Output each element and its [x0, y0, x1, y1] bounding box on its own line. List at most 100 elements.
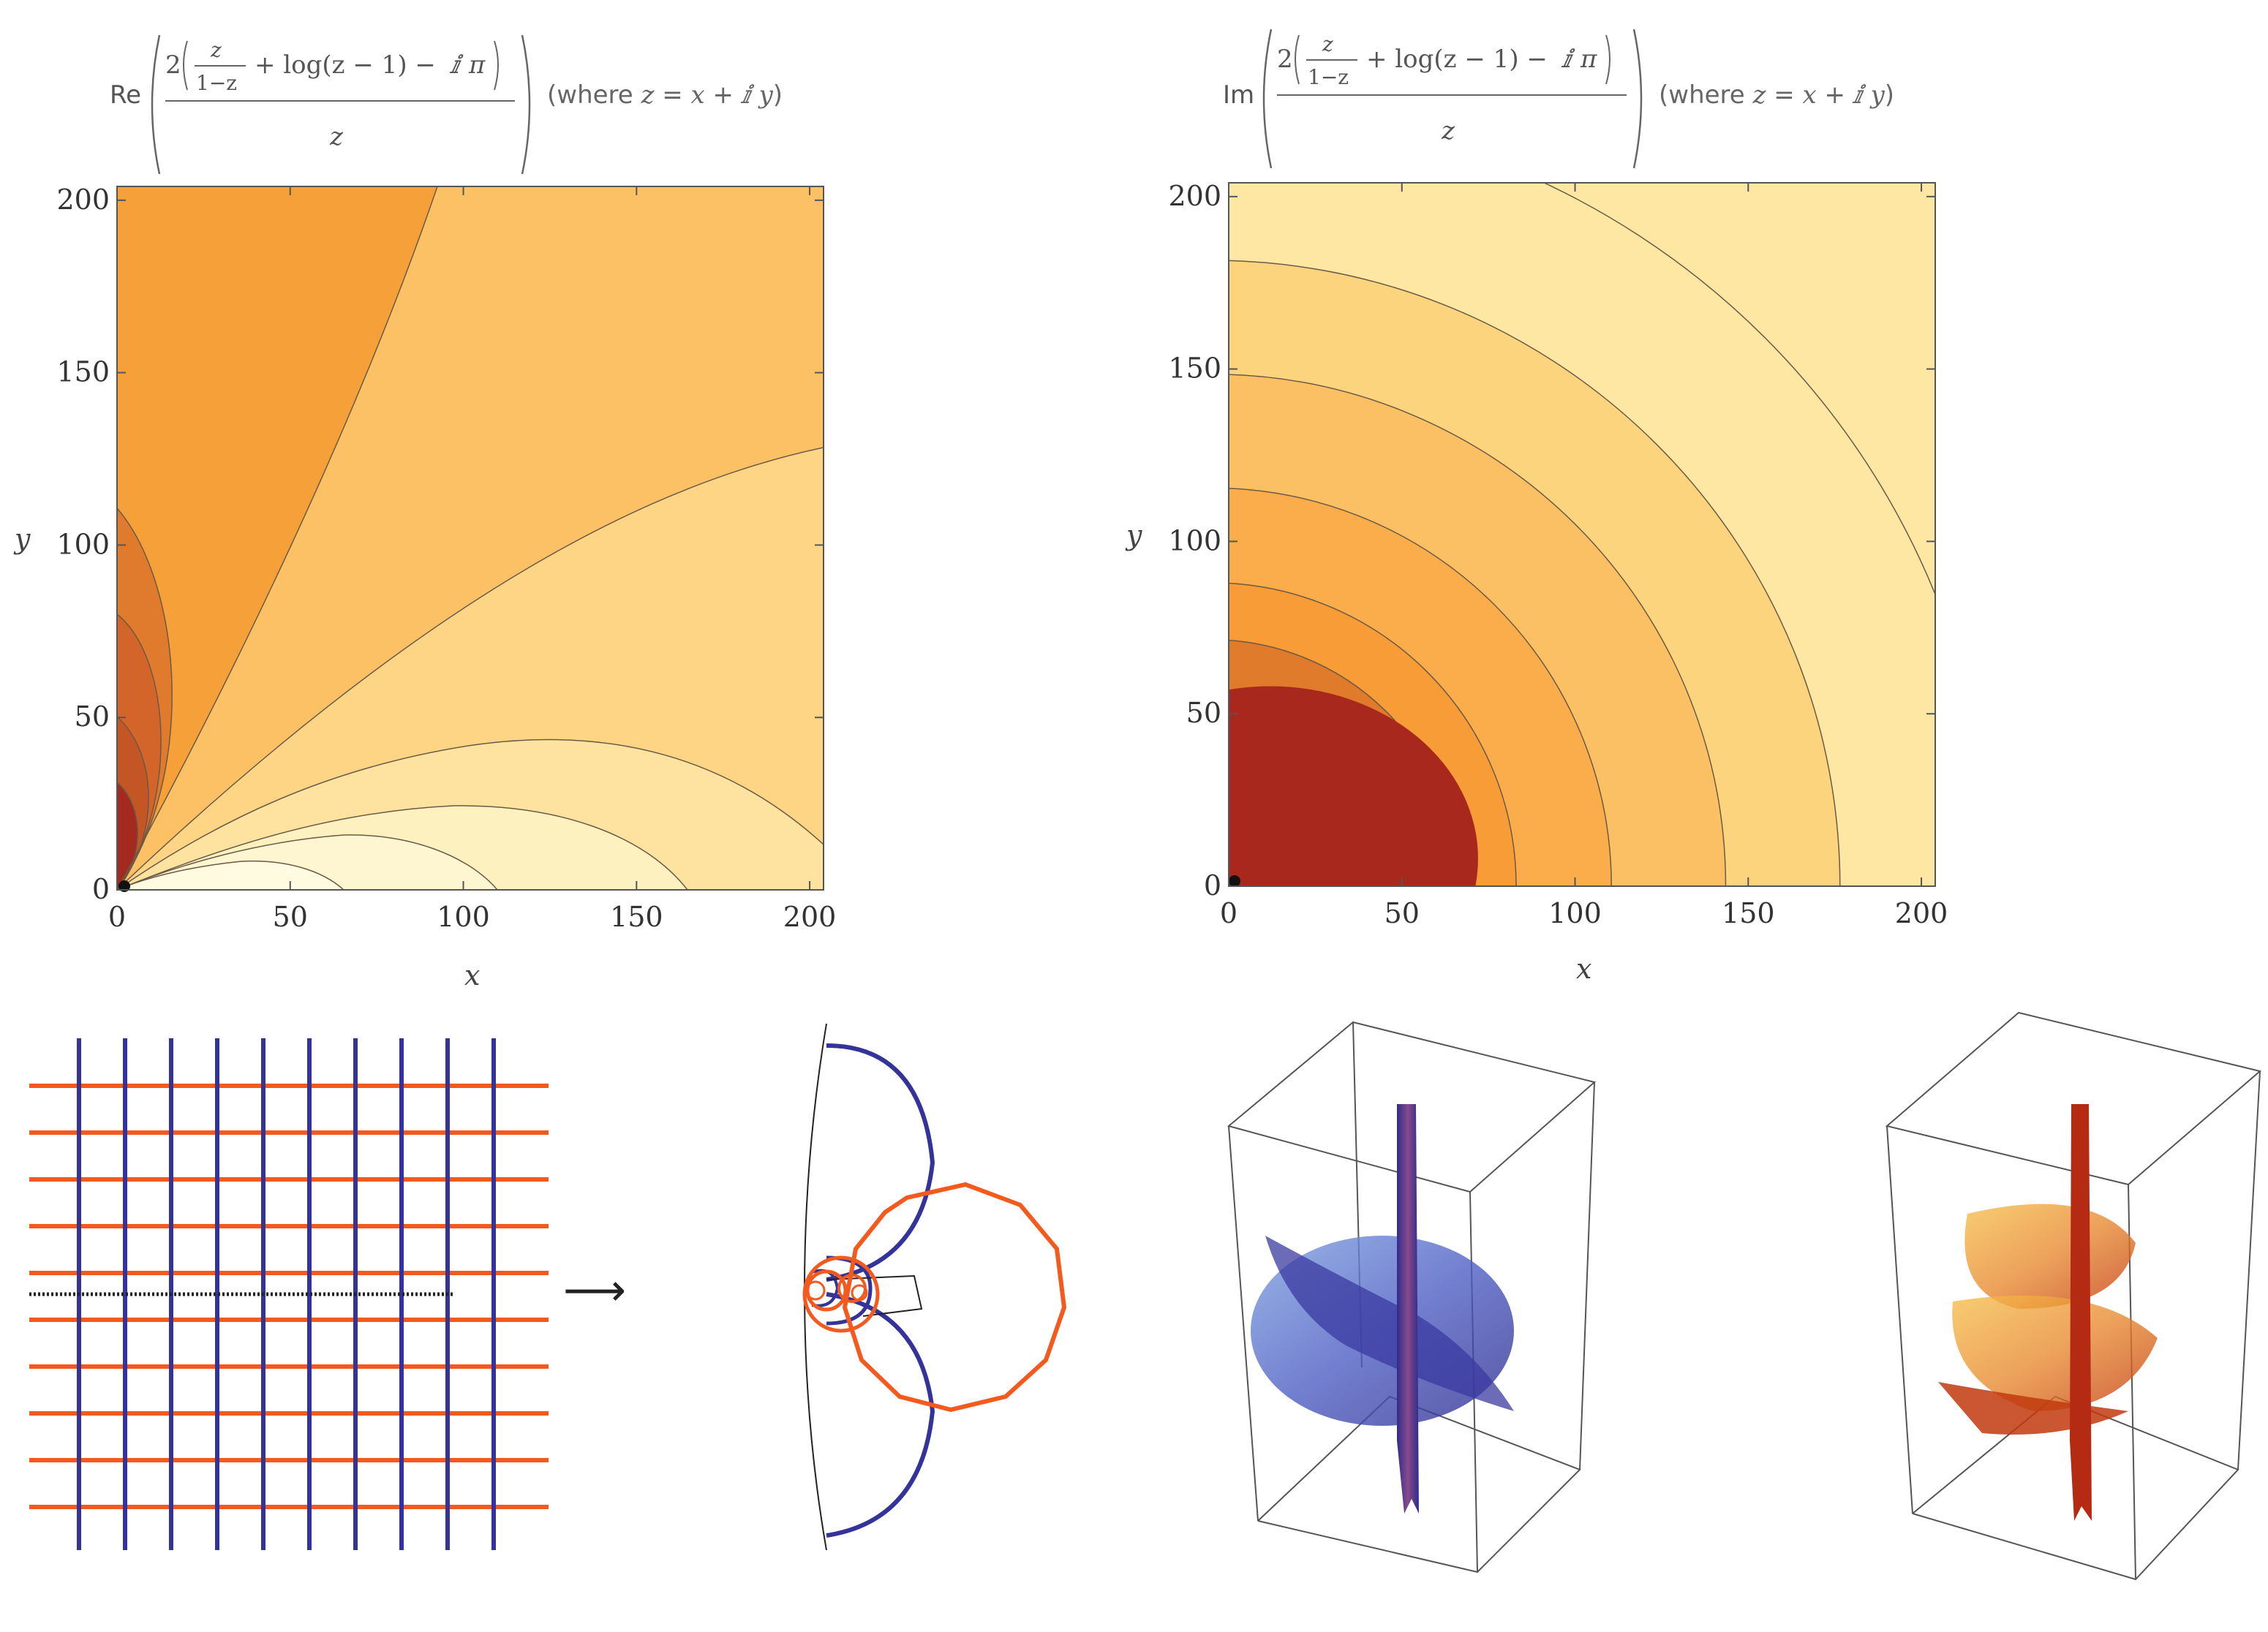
im-where-z: z — [1752, 80, 1766, 110]
im-where-plus: + — [1816, 80, 1853, 110]
y-tick-label: 200 — [1168, 180, 1221, 212]
im-inner-paren-right — [1605, 34, 1610, 85]
re-contour-line — [117, 805, 688, 890]
im-where-prefix: (where — [1659, 80, 1753, 110]
im-band-core — [1229, 686, 1478, 886]
orange-surface-stem — [2070, 1104, 2092, 1521]
re-frac-num: z — [210, 38, 222, 62]
blue-surface-stem — [1397, 1104, 1419, 1514]
im-inner-paren-left — [1295, 34, 1300, 85]
re-contour-line — [117, 507, 173, 890]
orange-surface-coil — [1964, 1204, 2136, 1309]
grid-mapping-panel — [29, 1038, 549, 1550]
y-tick-label: 100 — [1168, 524, 1221, 556]
orange-image-circle — [851, 1284, 868, 1302]
re-paren-right — [521, 34, 531, 175]
re-where-eq: = — [654, 80, 691, 110]
y-tick-label: 150 — [56, 356, 110, 388]
re-axis-ticks: 0 50 100 150 200 0 50 100 150 200 — [56, 184, 836, 933]
re-contour-line — [117, 834, 498, 890]
orange-image-circle — [802, 1255, 880, 1333]
re-contour-line — [117, 186, 438, 890]
orange-image-circle — [805, 1280, 826, 1301]
re-contour-bands — [117, 186, 824, 890]
im-where-i: ⅈ — [1853, 80, 1863, 110]
im-where-x: x — [1802, 80, 1817, 110]
re-contour-line — [117, 782, 138, 890]
im-xlabel: x — [1576, 953, 1591, 985]
x-tick-label: 100 — [1548, 897, 1602, 929]
x-tick-label: 50 — [1384, 897, 1420, 929]
im-paren-left — [1262, 29, 1273, 169]
re-band-6 — [117, 861, 344, 890]
im-where-clause: (where z = x + ⅈ y) — [1659, 80, 1894, 110]
re-where-x: x — [690, 80, 705, 110]
re-formula: 2 z 1−z + log(z − 1) − ⅈ π z — [151, 34, 531, 175]
y-tick-label: 0 — [92, 873, 110, 905]
conformal-image-panel — [802, 1023, 1067, 1551]
re-inner-paren-left — [183, 40, 188, 91]
im-frac-num: z — [1322, 32, 1333, 56]
re-inner-paren-right — [494, 40, 499, 91]
x-tick-label: 0 — [108, 901, 126, 933]
re-where-clause: (where z = x + ⅈ y) — [547, 80, 783, 110]
im-contour-bands — [1229, 183, 1935, 886]
re-frame — [116, 186, 824, 891]
im-func-label: Im — [1223, 80, 1255, 110]
blue-surface-sheet — [1265, 1236, 1514, 1411]
y-tick-label: 150 — [1168, 352, 1221, 385]
x-tick-label: 50 — [273, 901, 308, 933]
mapping-arrow: ⟶ — [563, 1265, 627, 1316]
re-ylabel: y — [13, 523, 31, 555]
re-where-suffix: ) — [772, 80, 783, 110]
re-xlabel: x — [464, 959, 480, 991]
y-tick-label: 0 — [1204, 869, 1221, 902]
y-tick-label: 50 — [1186, 697, 1221, 729]
re-pi: π — [468, 50, 486, 80]
re-paren-left — [151, 34, 161, 175]
re-coef: 2 — [165, 50, 181, 80]
im-ylabel: y — [1125, 519, 1142, 551]
surface-plot-blue — [1227, 1021, 1597, 1574]
x-tick-label: 100 — [437, 901, 490, 933]
im-singularity-marker — [1229, 875, 1240, 887]
im-where-y: y — [1870, 80, 1885, 110]
im-pi: π — [1580, 45, 1597, 74]
re-frac-den: 1−z — [196, 71, 237, 95]
re-where-z: z — [641, 80, 655, 110]
re-denominator: z — [329, 122, 344, 151]
im-frac-den: 1−z — [1308, 65, 1349, 89]
re-imag-unit: ⅈ — [449, 50, 464, 80]
im-frame — [1228, 182, 1936, 887]
im-axis-ticks: 0 50 100 150 200 0 50 100 150 200 — [1168, 180, 1948, 929]
re-where-plus: + — [704, 80, 742, 110]
im-imag-unit: ⅈ — [1561, 45, 1575, 74]
y-tick-label: 50 — [75, 700, 110, 733]
x-tick-label: 150 — [1722, 897, 1775, 929]
re-func-label: Re — [110, 80, 142, 110]
re-where-prefix: (where — [547, 80, 641, 110]
grid-lines — [29, 1038, 549, 1550]
im-coef: 2 — [1277, 45, 1293, 74]
im-formula: 2 z 1−z + log(z − 1) − ⅈ π z — [1262, 29, 1643, 169]
orange-surface-coil — [1952, 1295, 2158, 1411]
y-tick-label: 200 — [56, 184, 110, 216]
surface-plot-orange — [1885, 1011, 2262, 1581]
im-tail: + log(z − 1) − — [1366, 45, 1548, 74]
re-where-i: ⅈ — [741, 80, 751, 110]
blue-image-arc — [826, 1292, 935, 1538]
im-paren-right — [1632, 29, 1643, 169]
x-tick-label: 0 — [1220, 897, 1237, 929]
im-denominator: z — [1441, 116, 1455, 146]
boundary-segment — [826, 1274, 923, 1317]
re-contour-line — [117, 860, 344, 890]
re-band-7 — [117, 186, 437, 890]
x-tick-label: 200 — [783, 901, 837, 933]
re-contour-line — [117, 738, 824, 890]
re-contour-line — [117, 447, 824, 890]
im-contour-plot: 0 50 100 150 200 0 50 100 150 200 x y — [1125, 180, 1948, 985]
im-where-suffix: ) — [1884, 80, 1895, 110]
re-where-y: y — [758, 80, 773, 110]
im-where-eq: = — [1766, 80, 1803, 110]
x-tick-label: 150 — [610, 901, 663, 933]
